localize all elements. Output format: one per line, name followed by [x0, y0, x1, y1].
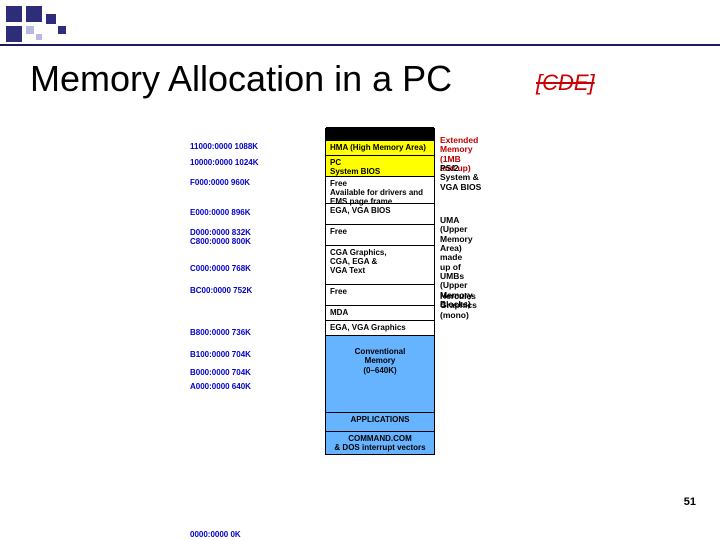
- memory-address: BC00:0000 752K: [190, 286, 252, 295]
- memory-address: C000:0000 768K: [190, 264, 251, 273]
- deco-square: [6, 6, 22, 22]
- side-label: HerculesGraphics(mono): [440, 292, 477, 320]
- memory-block: ConventionalMemory(0–640K): [326, 335, 434, 413]
- memory-address: C800:0000 800K: [190, 237, 251, 246]
- memory-address: 0000:0000 0K: [190, 530, 241, 539]
- memory-block: FreeAvailable for drivers and EMS page f…: [326, 176, 434, 204]
- memory-address: B100:0000 704K: [190, 350, 251, 359]
- title-rule: [0, 44, 720, 46]
- memory-block: MDA: [326, 305, 434, 321]
- block-column: HMA (High Memory Area)PCSystem BIOSFreeA…: [325, 128, 435, 455]
- deco-square: [46, 14, 56, 24]
- memory-block: APPLICATIONS: [326, 412, 434, 432]
- memory-block: EGA, VGA BIOS: [326, 203, 434, 225]
- memory-address: D000:0000 832K: [190, 228, 251, 237]
- memory-address: A000:0000 640K: [190, 382, 251, 391]
- deco-square: [26, 26, 34, 34]
- cde-tag: [CDE]: [536, 70, 595, 96]
- memory-address: B800:0000 736K: [190, 328, 251, 337]
- memory-address: 10000:0000 1024K: [190, 158, 259, 167]
- page-number: 51: [684, 496, 696, 508]
- side-label: PS/2System &VGA BIOS: [440, 164, 481, 192]
- memory-address: F000:0000 960K: [190, 178, 250, 187]
- memory-block: [326, 127, 434, 141]
- deco-square: [36, 34, 42, 40]
- deco-square: [26, 6, 42, 22]
- memory-block: EGA, VGA Graphics: [326, 320, 434, 336]
- memory-block: CGA Graphics,CGA, EGA &VGA Text: [326, 245, 434, 285]
- deco-square: [58, 26, 66, 34]
- memory-block: COMMAND.COM& DOS interrupt vectors: [326, 431, 434, 455]
- memory-block: Free: [326, 284, 434, 306]
- memory-address: B000:0000 704K: [190, 368, 251, 377]
- corner-decoration: [0, 0, 120, 48]
- memory-address: 11000:0000 1088K: [190, 142, 258, 151]
- memory-block: HMA (High Memory Area): [326, 140, 434, 156]
- memory-block: PCSystem BIOS: [326, 155, 434, 177]
- page-title: Memory Allocation in a PC: [30, 58, 452, 100]
- deco-square: [6, 26, 22, 42]
- memory-block: Free: [326, 224, 434, 246]
- memory-address: E000:0000 896K: [190, 208, 251, 217]
